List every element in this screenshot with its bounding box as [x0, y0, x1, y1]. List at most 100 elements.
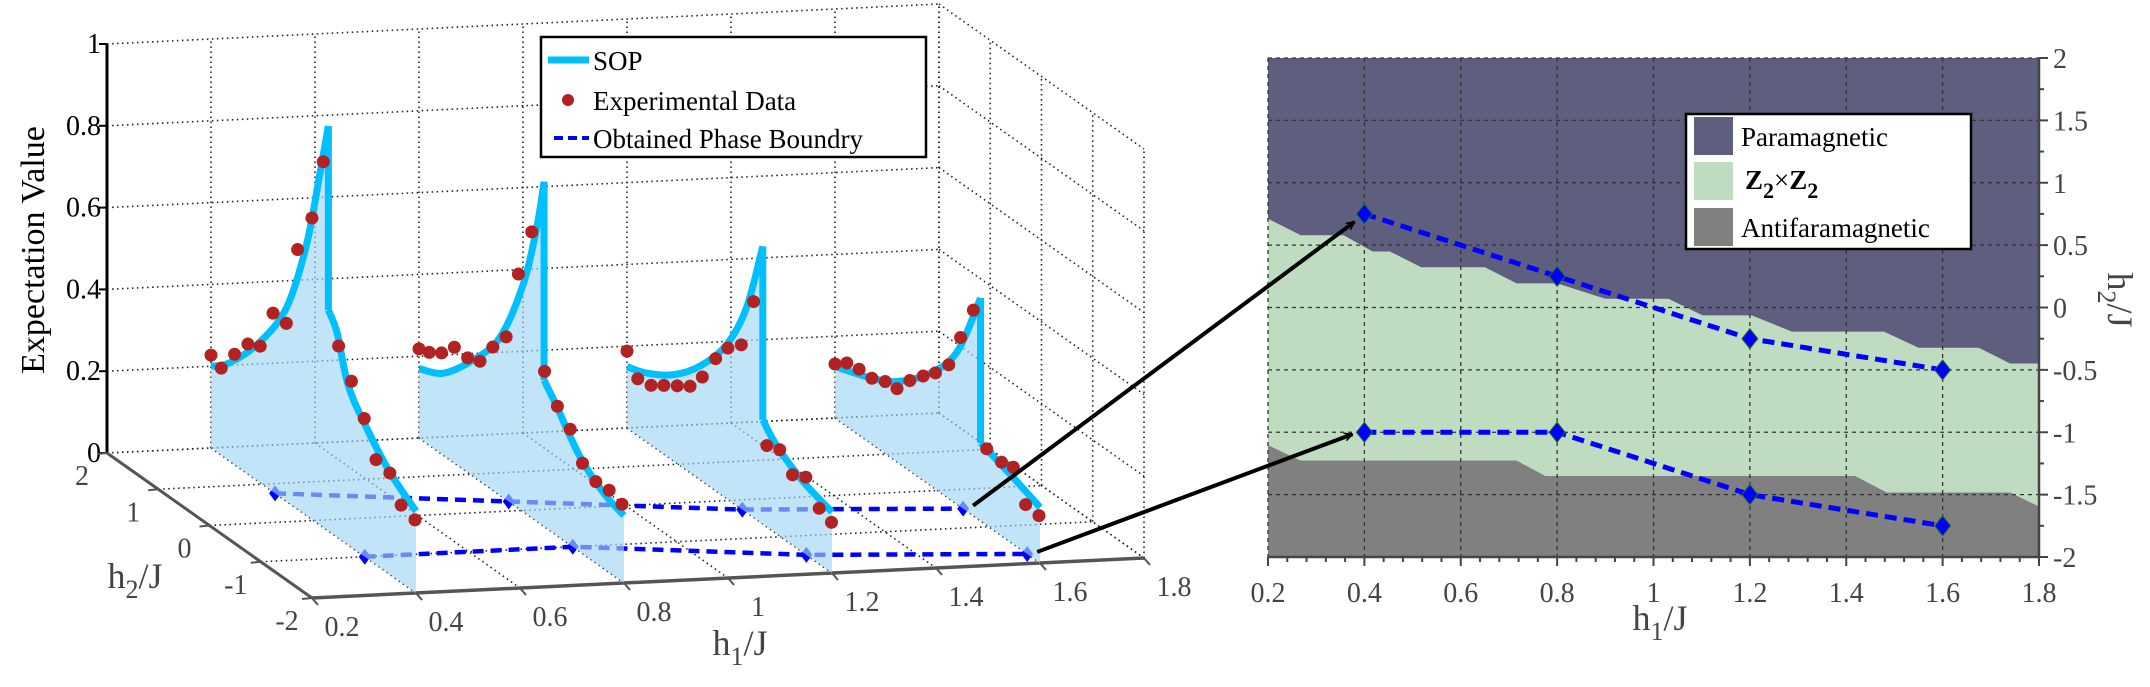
z-tick-label: 0.4: [66, 274, 101, 305]
legend-label-part: Z: [1745, 165, 1763, 195]
legend-experimental-swatch: [562, 94, 574, 106]
y-tick-label: 2: [2053, 44, 2067, 75]
y-tick-label: -2: [2053, 543, 2076, 574]
legend-box: [539, 35, 928, 159]
label-subscript: 2: [2092, 290, 2121, 303]
experimental-data-point: [615, 497, 629, 511]
x-tick-label: 0.2: [1251, 578, 1286, 609]
phase-boundary-marker: [1933, 515, 1952, 537]
experimental-data-point: [657, 378, 671, 392]
experimental-data-point: [550, 399, 564, 413]
legend-label-part: 2: [1763, 178, 1774, 203]
side-wall-gridline: [938, 248, 1145, 396]
experimental-data-point: [980, 442, 994, 456]
experimental-data-point: [840, 356, 854, 370]
h1-tick-label: 0.2: [325, 612, 360, 643]
annotation-arrows: [971, 220, 1354, 554]
experimental-data-point: [602, 483, 616, 497]
experimental-data-point: [589, 475, 603, 489]
experimental-data-point: [865, 371, 879, 385]
experimental-data-point: [916, 369, 930, 383]
h1-tick-label: 1.2: [845, 587, 880, 618]
experimental-data-point: [291, 243, 305, 257]
label-main: h: [1632, 598, 1650, 638]
legend-label: Paramagnetic: [1741, 122, 1888, 152]
label-subscript: 1: [730, 642, 743, 671]
phase-boundary-marker: [1548, 265, 1566, 288]
phase-diagram-chart: 0.2 0.4 0.6 0.8 1 1.2 1.4 1.6 1.8 -2 -1.5 -1 -0.5 0 0.…: [1251, 44, 2141, 646]
experimental-data-point: [279, 316, 293, 330]
experimental-data-point: [575, 456, 589, 470]
experimental-data-point: [511, 267, 525, 281]
experimental-data-point: [620, 344, 634, 358]
experimental-data-point: [357, 412, 371, 426]
legend-label: Obtained Phase Boundry: [593, 124, 863, 154]
sop-fill-area: [419, 181, 624, 583]
label-tail: /J: [138, 556, 162, 596]
x-tick-label: 1.4: [1829, 578, 1864, 609]
experimental-data-point: [812, 501, 826, 515]
h1-axis-label: h1/J: [712, 623, 767, 671]
h1-tick-label: 1.6: [1053, 577, 1088, 608]
x-axis-label: h1/J: [1632, 598, 1687, 646]
floor-phase-boundary-line: [364, 544, 1028, 559]
legend-label-z2xz2: Z2×Z2: [1745, 165, 1818, 203]
h1-tick: [623, 582, 631, 591]
h2-tick: [250, 560, 261, 564]
z-tick-label: 1: [87, 29, 101, 60]
experimental-data-point: [709, 352, 723, 366]
label-subscript: 2: [125, 575, 138, 604]
experimental-data-point: [499, 330, 513, 344]
h1-tick: [1039, 562, 1047, 571]
experimental-data-point: [852, 362, 866, 376]
experimental-data-point: [408, 513, 422, 527]
y-tick-label: 1: [2053, 169, 2067, 200]
h2-tick-label: 0: [178, 534, 192, 565]
floor-gridline: [260, 520, 1093, 563]
h1-tick: [415, 592, 423, 601]
experimental-data-point: [461, 351, 475, 365]
experimental-data-point: [266, 306, 280, 320]
experimental-data-point: [435, 346, 449, 360]
label-subscript: 1: [1650, 617, 1663, 646]
experimental-data-point: [253, 339, 267, 353]
h2-tick-label: -1: [224, 570, 247, 601]
y-tick-label: -1.5: [2053, 481, 2097, 512]
label-main: h: [107, 556, 125, 596]
phase-boundary-marker: [1933, 359, 1952, 381]
floor-gridline: [730, 422, 937, 569]
legend-label: SOP: [593, 46, 643, 76]
phase-boundary-marker: [1355, 421, 1374, 444]
experimental-data-point: [305, 211, 319, 225]
x-tick-label: 1.8: [2022, 578, 2057, 609]
x-tick-label: 0.8: [1540, 578, 1575, 609]
experimental-data-point: [241, 337, 255, 351]
legend-label-part: 2: [1807, 178, 1818, 203]
legend-swatch: [1694, 162, 1733, 200]
back-wall-gridline: [106, 3, 940, 45]
experimental-data-point: [890, 382, 904, 396]
experimental-data-point: [670, 379, 684, 393]
h2-tick: [148, 488, 159, 492]
sop-curve: [759, 418, 835, 515]
h1-tick-label: 1.8: [1157, 572, 1192, 603]
experimental-data-point: [447, 340, 461, 354]
experimental-data-point: [383, 466, 397, 480]
h1-tick: [1143, 557, 1151, 566]
h2-tick: [96, 452, 108, 455]
experimental-data-point: [954, 330, 968, 344]
experimental-data-point: [683, 379, 697, 393]
z-axis-label: Expectation Value: [15, 126, 52, 374]
y-tick-label: -0.5: [2053, 356, 2097, 387]
h1-tick: [311, 597, 319, 606]
h2-tick-label: 1: [126, 497, 140, 528]
h1-tick: [519, 587, 527, 596]
legend-swatch: [1694, 117, 1733, 155]
y-tick-label: -1: [2053, 418, 2076, 449]
experimental-data-point: [878, 375, 892, 389]
experimental-data-point: [316, 155, 330, 169]
experimental-data-point: [1019, 498, 1033, 512]
